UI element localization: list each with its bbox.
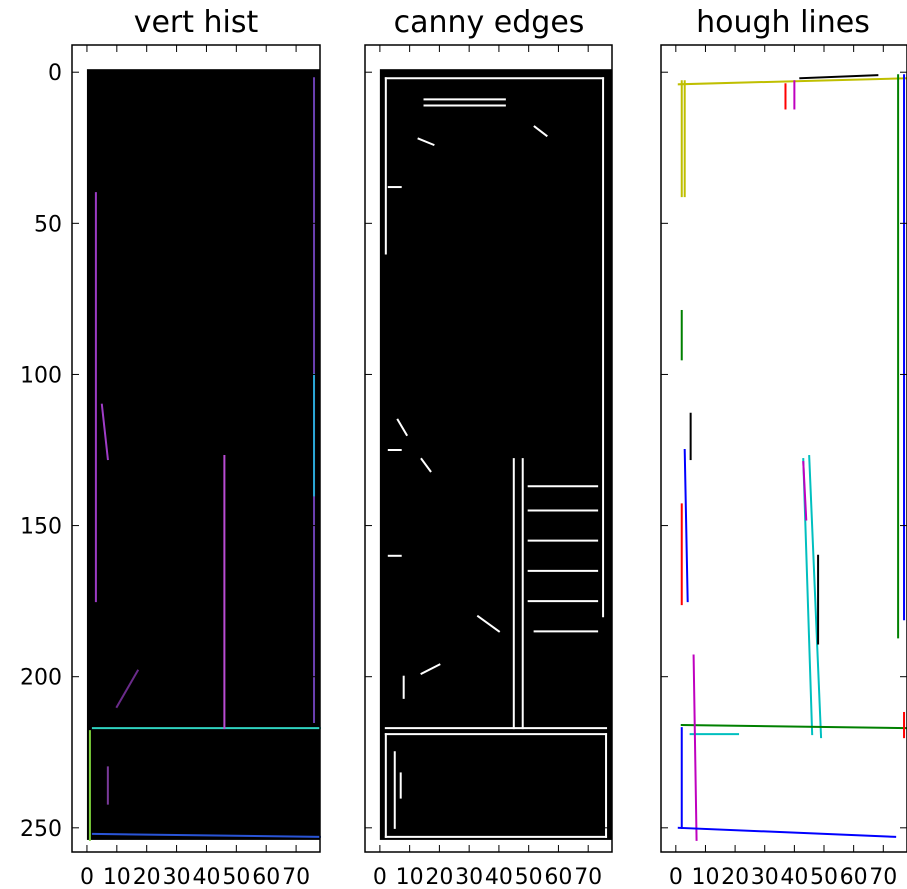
line-segment: [417, 137, 435, 147]
image-background: [379, 69, 612, 840]
line-segment: [533, 125, 548, 138]
x-tick-label: 50: [515, 865, 543, 889]
x-tick-label: 60: [544, 865, 572, 889]
line-segment: [420, 457, 432, 473]
line-segment: [91, 832, 322, 838]
plot-background: [661, 45, 907, 852]
image-background: [86, 69, 320, 840]
line-segment: [420, 663, 441, 676]
line-segment: [692, 654, 698, 841]
x-tick-label: 60: [840, 865, 868, 889]
x-tick-label: 0: [669, 865, 683, 889]
line-segment: [115, 669, 140, 709]
x-tick-label: 50: [222, 865, 250, 889]
y-tick-label: 0: [48, 61, 62, 86]
line-segment: [100, 403, 109, 461]
x-tick-label: 40: [192, 865, 220, 889]
x-tick-label: 20: [425, 865, 453, 889]
x-tick-label: 0: [80, 865, 94, 889]
x-tick-label: 20: [721, 865, 749, 889]
x-tick-label: 50: [810, 865, 838, 889]
x-tick-label: 70: [282, 865, 310, 889]
x-tick-label: 60: [252, 865, 280, 889]
y-tick-label: 200: [20, 666, 62, 691]
axes-frame: [660, 44, 907, 853]
line-segment: [677, 77, 907, 86]
x-tick-label: 40: [485, 865, 513, 889]
x-tick-label: 70: [574, 865, 602, 889]
chart-title: hough lines: [696, 5, 870, 40]
y-tick-label: 100: [20, 363, 62, 388]
axes-frame: [71, 44, 321, 853]
x-tick-label: 30: [751, 865, 779, 889]
x-tick-label: 40: [780, 865, 808, 889]
panel-canny-edges: canny edges 0 10 20 30 40 50 60 70: [364, 5, 613, 889]
x-tick-label: 10: [103, 865, 131, 889]
y-tick-label: 50: [34, 212, 62, 237]
line-segment: [680, 724, 907, 730]
y-tick-label: 250: [20, 817, 62, 842]
x-tick-label: 20: [133, 865, 161, 889]
line-segment: [683, 448, 689, 603]
y-tick-label: 150: [20, 515, 62, 540]
line-segment: [808, 455, 823, 739]
line-segment: [799, 74, 879, 80]
line-segment: [396, 418, 409, 437]
chart-title: vert hist: [134, 5, 259, 40]
line-segment: [677, 826, 897, 838]
chart-title: canny edges: [394, 5, 585, 40]
panel-hough-lines: hough lines 0 10 20 30 40 50 60 70: [660, 5, 907, 889]
line-segment: [802, 461, 808, 521]
x-tick-label: 70: [869, 865, 897, 889]
x-tick-label: 30: [163, 865, 191, 889]
x-tick-label: 10: [396, 865, 424, 889]
line-segment: [476, 614, 501, 633]
x-tick-label: 30: [455, 865, 483, 889]
x-tick-label: 10: [691, 865, 719, 889]
axes-frame: [364, 44, 613, 853]
x-tick-label: 0: [373, 865, 387, 889]
